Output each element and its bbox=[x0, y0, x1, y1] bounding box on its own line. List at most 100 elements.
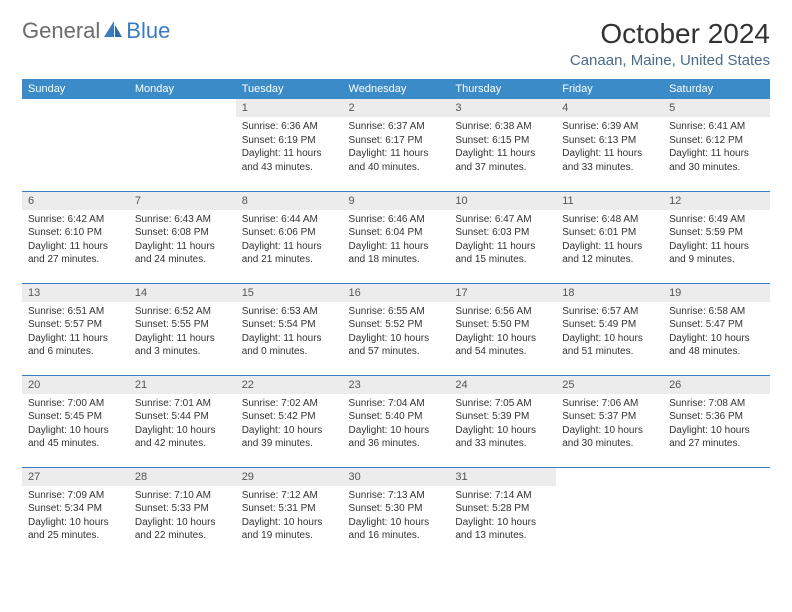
day-details: Sunrise: 6:53 AMSunset: 5:54 PMDaylight:… bbox=[236, 302, 343, 363]
day-details: Sunrise: 7:12 AMSunset: 5:31 PMDaylight:… bbox=[236, 486, 343, 547]
day-details: Sunrise: 7:00 AMSunset: 5:45 PMDaylight:… bbox=[22, 394, 129, 455]
day-details: Sunrise: 6:43 AMSunset: 6:08 PMDaylight:… bbox=[129, 210, 236, 271]
day-details: Sunrise: 6:52 AMSunset: 5:55 PMDaylight:… bbox=[129, 302, 236, 363]
day-number: 21 bbox=[129, 376, 236, 394]
day-number: 13 bbox=[22, 284, 129, 302]
day-details: Sunrise: 7:02 AMSunset: 5:42 PMDaylight:… bbox=[236, 394, 343, 455]
calendar-day-cell: 10Sunrise: 6:47 AMSunset: 6:03 PMDayligh… bbox=[449, 191, 556, 283]
calendar-day-cell: 15Sunrise: 6:53 AMSunset: 5:54 PMDayligh… bbox=[236, 283, 343, 375]
day-number: 11 bbox=[556, 192, 663, 210]
calendar-day-cell: 8Sunrise: 6:44 AMSunset: 6:06 PMDaylight… bbox=[236, 191, 343, 283]
day-number: 30 bbox=[343, 468, 450, 486]
calendar-day-cell: 7Sunrise: 6:43 AMSunset: 6:08 PMDaylight… bbox=[129, 191, 236, 283]
calendar-day-cell: 5Sunrise: 6:41 AMSunset: 6:12 PMDaylight… bbox=[663, 99, 770, 191]
calendar-day-cell: 6Sunrise: 6:42 AMSunset: 6:10 PMDaylight… bbox=[22, 191, 129, 283]
day-details: Sunrise: 7:01 AMSunset: 5:44 PMDaylight:… bbox=[129, 394, 236, 455]
calendar-week-row: 27Sunrise: 7:09 AMSunset: 5:34 PMDayligh… bbox=[22, 467, 770, 559]
day-number: 15 bbox=[236, 284, 343, 302]
calendar-week-row: 1Sunrise: 6:36 AMSunset: 6:19 PMDaylight… bbox=[22, 99, 770, 191]
weekday-header: Friday bbox=[556, 79, 663, 99]
calendar-day-cell: 11Sunrise: 6:48 AMSunset: 6:01 PMDayligh… bbox=[556, 191, 663, 283]
calendar-day-cell: 12Sunrise: 6:49 AMSunset: 5:59 PMDayligh… bbox=[663, 191, 770, 283]
day-details: Sunrise: 7:08 AMSunset: 5:36 PMDaylight:… bbox=[663, 394, 770, 455]
calendar-day-cell: 27Sunrise: 7:09 AMSunset: 5:34 PMDayligh… bbox=[22, 467, 129, 559]
weekday-header-row: SundayMondayTuesdayWednesdayThursdayFrid… bbox=[22, 79, 770, 99]
calendar-empty-cell bbox=[22, 99, 129, 191]
month-title: October 2024 bbox=[570, 18, 770, 50]
day-number: 28 bbox=[129, 468, 236, 486]
day-number: 31 bbox=[449, 468, 556, 486]
calendar-day-cell: 16Sunrise: 6:55 AMSunset: 5:52 PMDayligh… bbox=[343, 283, 450, 375]
logo-text-general: General bbox=[22, 18, 100, 44]
day-details: Sunrise: 6:46 AMSunset: 6:04 PMDaylight:… bbox=[343, 210, 450, 271]
day-number: 8 bbox=[236, 192, 343, 210]
calendar-empty-cell bbox=[663, 467, 770, 559]
day-number: 27 bbox=[22, 468, 129, 486]
calendar-day-cell: 26Sunrise: 7:08 AMSunset: 5:36 PMDayligh… bbox=[663, 375, 770, 467]
day-number: 20 bbox=[22, 376, 129, 394]
calendar-week-row: 13Sunrise: 6:51 AMSunset: 5:57 PMDayligh… bbox=[22, 283, 770, 375]
calendar-day-cell: 18Sunrise: 6:57 AMSunset: 5:49 PMDayligh… bbox=[556, 283, 663, 375]
logo-text-blue: Blue bbox=[126, 18, 170, 44]
day-details: Sunrise: 6:56 AMSunset: 5:50 PMDaylight:… bbox=[449, 302, 556, 363]
day-number: 1 bbox=[236, 99, 343, 117]
day-details: Sunrise: 7:04 AMSunset: 5:40 PMDaylight:… bbox=[343, 394, 450, 455]
day-number: 17 bbox=[449, 284, 556, 302]
calendar-day-cell: 1Sunrise: 6:36 AMSunset: 6:19 PMDaylight… bbox=[236, 99, 343, 191]
day-number: 19 bbox=[663, 284, 770, 302]
calendar-day-cell: 20Sunrise: 7:00 AMSunset: 5:45 PMDayligh… bbox=[22, 375, 129, 467]
day-number: 3 bbox=[449, 99, 556, 117]
day-details: Sunrise: 6:58 AMSunset: 5:47 PMDaylight:… bbox=[663, 302, 770, 363]
calendar-day-cell: 24Sunrise: 7:05 AMSunset: 5:39 PMDayligh… bbox=[449, 375, 556, 467]
title-block: October 2024 Canaan, Maine, United State… bbox=[570, 18, 770, 69]
calendar-week-row: 20Sunrise: 7:00 AMSunset: 5:45 PMDayligh… bbox=[22, 375, 770, 467]
calendar-day-cell: 21Sunrise: 7:01 AMSunset: 5:44 PMDayligh… bbox=[129, 375, 236, 467]
day-details: Sunrise: 6:51 AMSunset: 5:57 PMDaylight:… bbox=[22, 302, 129, 363]
calendar-day-cell: 2Sunrise: 6:37 AMSunset: 6:17 PMDaylight… bbox=[343, 99, 450, 191]
weekday-header: Thursday bbox=[449, 79, 556, 99]
day-number: 14 bbox=[129, 284, 236, 302]
weekday-header: Sunday bbox=[22, 79, 129, 99]
day-number: 2 bbox=[343, 99, 450, 117]
day-number: 12 bbox=[663, 192, 770, 210]
calendar-day-cell: 31Sunrise: 7:14 AMSunset: 5:28 PMDayligh… bbox=[449, 467, 556, 559]
day-number: 22 bbox=[236, 376, 343, 394]
calendar-table: SundayMondayTuesdayWednesdayThursdayFrid… bbox=[22, 79, 770, 559]
day-details: Sunrise: 6:41 AMSunset: 6:12 PMDaylight:… bbox=[663, 117, 770, 178]
calendar-day-cell: 9Sunrise: 6:46 AMSunset: 6:04 PMDaylight… bbox=[343, 191, 450, 283]
calendar-day-cell: 13Sunrise: 6:51 AMSunset: 5:57 PMDayligh… bbox=[22, 283, 129, 375]
calendar-day-cell: 19Sunrise: 6:58 AMSunset: 5:47 PMDayligh… bbox=[663, 283, 770, 375]
day-number: 29 bbox=[236, 468, 343, 486]
day-details: Sunrise: 7:09 AMSunset: 5:34 PMDaylight:… bbox=[22, 486, 129, 547]
calendar-day-cell: 3Sunrise: 6:38 AMSunset: 6:15 PMDaylight… bbox=[449, 99, 556, 191]
day-number: 10 bbox=[449, 192, 556, 210]
day-details: Sunrise: 6:57 AMSunset: 5:49 PMDaylight:… bbox=[556, 302, 663, 363]
calendar-day-cell: 14Sunrise: 6:52 AMSunset: 5:55 PMDayligh… bbox=[129, 283, 236, 375]
day-details: Sunrise: 6:42 AMSunset: 6:10 PMDaylight:… bbox=[22, 210, 129, 271]
day-number: 25 bbox=[556, 376, 663, 394]
weekday-header: Monday bbox=[129, 79, 236, 99]
day-number: 6 bbox=[22, 192, 129, 210]
sail-icon bbox=[102, 19, 124, 44]
calendar-day-cell: 17Sunrise: 6:56 AMSunset: 5:50 PMDayligh… bbox=[449, 283, 556, 375]
day-details: Sunrise: 6:55 AMSunset: 5:52 PMDaylight:… bbox=[343, 302, 450, 363]
calendar-day-cell: 4Sunrise: 6:39 AMSunset: 6:13 PMDaylight… bbox=[556, 99, 663, 191]
calendar-day-cell: 23Sunrise: 7:04 AMSunset: 5:40 PMDayligh… bbox=[343, 375, 450, 467]
weekday-header: Saturday bbox=[663, 79, 770, 99]
location: Canaan, Maine, United States bbox=[570, 52, 770, 69]
day-details: Sunrise: 7:13 AMSunset: 5:30 PMDaylight:… bbox=[343, 486, 450, 547]
calendar-body: 1Sunrise: 6:36 AMSunset: 6:19 PMDaylight… bbox=[22, 99, 770, 559]
day-details: Sunrise: 6:38 AMSunset: 6:15 PMDaylight:… bbox=[449, 117, 556, 178]
calendar-day-cell: 30Sunrise: 7:13 AMSunset: 5:30 PMDayligh… bbox=[343, 467, 450, 559]
day-details: Sunrise: 6:37 AMSunset: 6:17 PMDaylight:… bbox=[343, 117, 450, 178]
weekday-header: Tuesday bbox=[236, 79, 343, 99]
weekday-header: Wednesday bbox=[343, 79, 450, 99]
calendar-day-cell: 22Sunrise: 7:02 AMSunset: 5:42 PMDayligh… bbox=[236, 375, 343, 467]
day-details: Sunrise: 7:10 AMSunset: 5:33 PMDaylight:… bbox=[129, 486, 236, 547]
calendar-day-cell: 28Sunrise: 7:10 AMSunset: 5:33 PMDayligh… bbox=[129, 467, 236, 559]
day-details: Sunrise: 6:39 AMSunset: 6:13 PMDaylight:… bbox=[556, 117, 663, 178]
calendar-day-cell: 25Sunrise: 7:06 AMSunset: 5:37 PMDayligh… bbox=[556, 375, 663, 467]
day-details: Sunrise: 7:05 AMSunset: 5:39 PMDaylight:… bbox=[449, 394, 556, 455]
day-details: Sunrise: 7:14 AMSunset: 5:28 PMDaylight:… bbox=[449, 486, 556, 547]
day-number: 26 bbox=[663, 376, 770, 394]
